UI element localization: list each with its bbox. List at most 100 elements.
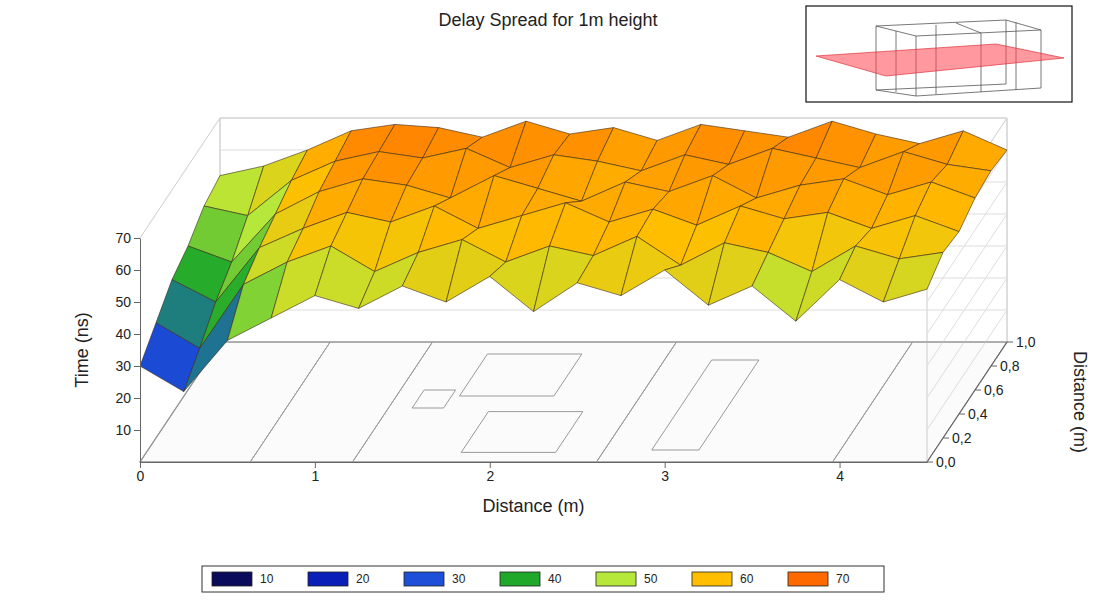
x-axis: 0 1 2 3 4 — [137, 462, 928, 484]
tick-label: 30 — [115, 358, 131, 374]
surface — [140, 121, 1007, 391]
tick-label: 1,0 — [1016, 334, 1036, 350]
legend-swatch — [212, 572, 252, 586]
tick: 0,6 — [975, 382, 1004, 398]
tick-label: 0,2 — [952, 430, 972, 446]
floor-plan — [140, 342, 1007, 462]
tick-mark — [134, 366, 140, 367]
legend-label: 30 — [452, 572, 466, 586]
tick-label: 3 — [661, 468, 669, 484]
room-outline — [459, 354, 581, 396]
surface-cell — [947, 131, 1007, 171]
room-outline — [652, 360, 759, 450]
surface-cell — [184, 284, 244, 391]
tick: 40 — [115, 326, 140, 342]
tick: 0,4 — [959, 406, 988, 422]
tick: 0 — [137, 462, 145, 484]
tick-mark — [1007, 342, 1013, 343]
tick: 4 — [836, 462, 844, 484]
tick: 1 — [311, 462, 319, 484]
room-outline — [461, 412, 583, 453]
legend-swatch — [692, 572, 732, 586]
tick-mark — [975, 390, 981, 391]
chart: Delay Spread for 1m height 0 1 2 3 4 Distance … — [0, 0, 1096, 610]
surface-cell — [883, 252, 943, 302]
tick-label: 10 — [115, 422, 131, 438]
legend-swatch — [788, 572, 828, 586]
tick-mark — [959, 414, 965, 415]
surface-cell — [899, 216, 959, 259]
tick-label: 0 — [137, 468, 145, 484]
tick: 70 — [115, 230, 140, 246]
y-axis: 0,0 0,2 0,4 0,6 0,8 1,0 — [927, 334, 1036, 470]
tick-mark — [134, 334, 140, 335]
legend-label: 20 — [356, 572, 370, 586]
inset-frame — [806, 6, 1072, 102]
tick: 2 — [486, 462, 494, 484]
tick-label: 0,6 — [984, 382, 1004, 398]
room-outline — [833, 342, 1007, 462]
y-axis-title: Distance (m) — [1070, 351, 1090, 453]
room-outline — [412, 390, 455, 408]
tick-mark — [134, 270, 140, 271]
tick-mark — [943, 438, 949, 439]
legend-swatch — [404, 572, 444, 586]
tick: 10 — [115, 422, 140, 438]
tick-label: 70 — [115, 230, 131, 246]
tick-label: 2 — [486, 468, 494, 484]
tick: 20 — [115, 390, 140, 406]
tick: 60 — [115, 262, 140, 278]
tick-label: 0,4 — [968, 406, 988, 422]
background — [0, 0, 1096, 610]
floor — [140, 342, 1007, 462]
room-outline — [250, 342, 432, 462]
legend-swatch — [308, 572, 348, 586]
tick: 1,0 — [1007, 334, 1036, 350]
legend-label: 10 — [260, 572, 274, 586]
grid-line — [220, 310, 1007, 430]
surface-cell — [796, 246, 856, 321]
room-outline — [596, 342, 912, 462]
tick: 0,2 — [943, 430, 972, 446]
tick-mark — [134, 430, 140, 431]
tick-label: 1 — [311, 468, 319, 484]
tick-label: 40 — [115, 326, 131, 342]
tick-label: 0,8 — [1000, 358, 1020, 374]
tick-label: 4 — [836, 468, 844, 484]
axis-line — [927, 342, 1007, 462]
tick: 0,0 — [927, 454, 956, 470]
tick: 30 — [115, 358, 140, 374]
z-axis: 10 20 30 40 50 60 70 — [115, 230, 140, 463]
legend: 10 20 30 40 50 60 70 — [202, 566, 884, 592]
inset — [806, 6, 1072, 102]
tick-label: 50 — [115, 294, 131, 310]
legend-label: 70 — [836, 572, 850, 586]
tick-mark — [991, 366, 997, 367]
room-outline — [352, 342, 676, 462]
frame — [140, 118, 1007, 462]
legend-label: 60 — [740, 572, 754, 586]
tick-label: 0,0 — [936, 454, 956, 470]
legend-frame — [202, 566, 884, 592]
chart-title: Delay Spread for 1m height — [438, 10, 657, 30]
legend-label: 50 — [644, 572, 658, 586]
inset-line — [1006, 20, 1041, 30]
tick-mark — [134, 302, 140, 303]
tick-mark — [134, 398, 140, 399]
tick: 3 — [661, 462, 669, 484]
tick-label: 60 — [115, 262, 131, 278]
tick: 50 — [115, 294, 140, 310]
legend-label: 40 — [548, 572, 562, 586]
tick-mark — [927, 462, 933, 463]
legend-swatch — [500, 572, 540, 586]
tick-mark — [134, 238, 140, 239]
axis-line — [141, 462, 928, 463]
z-axis-title: Time (ns) — [72, 312, 92, 387]
tick-label: 20 — [115, 390, 131, 406]
surface-cell — [621, 236, 681, 295]
x-axis-title: Distance (m) — [482, 496, 584, 516]
back-wall — [220, 118, 1007, 342]
tick: 0,8 — [991, 358, 1020, 374]
legend-swatch — [596, 572, 636, 586]
axis-line — [140, 239, 141, 463]
